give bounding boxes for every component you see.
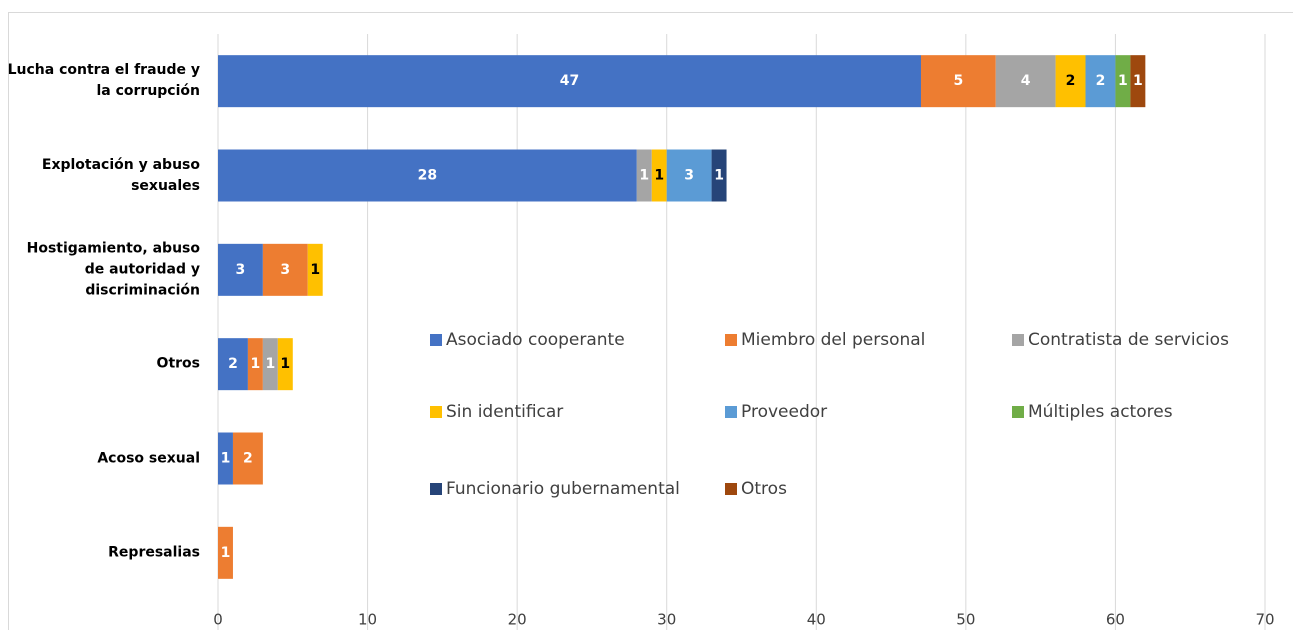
data-label: 1 <box>1133 73 1143 89</box>
data-label: 1 <box>251 356 261 372</box>
legend-label: Miembro del personal <box>741 330 925 350</box>
legend-label: Contratista de servicios <box>1028 330 1229 350</box>
legend-label: Funcionario gubernamental <box>446 479 680 499</box>
bar-segment <box>711 149 727 202</box>
bar-segment <box>666 149 712 202</box>
bar-segment <box>218 432 233 485</box>
bar-segment <box>920 55 996 108</box>
bar-segment <box>218 338 248 391</box>
data-label: 3 <box>236 262 246 278</box>
data-label: 5 <box>954 73 964 89</box>
x-tick-label: 30 <box>657 611 676 629</box>
data-label: 28 <box>418 168 437 184</box>
legend-swatch <box>725 334 737 346</box>
y-tick-label: Explotación y abuso sexuales <box>41 156 200 194</box>
legend-swatch <box>430 334 442 346</box>
bar-segment <box>995 55 1056 108</box>
data-label: 1 <box>654 168 664 184</box>
bar-segment <box>636 149 652 202</box>
bar-segment <box>218 243 263 296</box>
data-label: 1 <box>265 356 275 372</box>
data-label: 1 <box>310 262 320 278</box>
x-tick-label: 40 <box>807 611 826 629</box>
y-tick-label: Otros <box>156 355 200 372</box>
x-tick-label: 70 <box>1255 611 1274 629</box>
bar-segment <box>277 338 293 391</box>
bar-segment <box>218 55 921 108</box>
legend-swatch <box>725 483 737 495</box>
x-tick-label: 20 <box>508 611 527 629</box>
legend-swatch <box>1012 406 1024 418</box>
chart-frame <box>8 12 1293 630</box>
data-label: 2 <box>1096 73 1106 89</box>
x-tick-label: 50 <box>956 611 975 629</box>
bar-segment <box>651 149 667 202</box>
y-tick-label: Hostigamiento, abuso de autoridad y disc… <box>26 240 200 299</box>
x-tick-label: 0 <box>213 611 223 629</box>
legend-swatch <box>430 483 442 495</box>
legend-label: Múltiples actores <box>1028 402 1173 422</box>
data-label: 2 <box>228 356 238 372</box>
y-tick-label: Acoso sexual <box>97 450 200 466</box>
data-label: 1 <box>639 168 649 184</box>
legend-label: Sin identificar <box>446 402 563 422</box>
data-label: 1 <box>221 545 231 561</box>
data-label: 2 <box>243 451 253 467</box>
bar-segment <box>1130 55 1146 108</box>
x-tick-label: 60 <box>1106 611 1125 629</box>
legend-label: Otros <box>741 479 787 499</box>
data-label: 47 <box>560 73 579 89</box>
bar-segment <box>232 432 263 485</box>
legend-label: Proveedor <box>741 402 827 422</box>
bar-segment <box>1055 55 1086 108</box>
data-label: 1 <box>280 356 290 372</box>
y-tick-label: Represalias <box>108 544 200 561</box>
data-label: 1 <box>221 451 231 467</box>
data-label: 3 <box>280 262 290 278</box>
bar-segment <box>307 243 323 296</box>
legend-swatch <box>1012 334 1024 346</box>
data-label: 1 <box>714 168 724 184</box>
y-tick-label: Lucha contra el fraude y la corrupción <box>7 62 200 100</box>
data-label: 1 <box>1118 73 1128 89</box>
legend-swatch <box>430 406 442 418</box>
bar-segment <box>218 526 233 579</box>
data-label: 2 <box>1066 73 1076 89</box>
data-label: 4 <box>1021 73 1031 89</box>
x-tick-label: 10 <box>358 611 377 629</box>
bar-segment <box>262 243 308 296</box>
legend-label: Asociado cooperante <box>446 330 625 350</box>
bar-segment <box>262 338 278 391</box>
legend-swatch <box>725 406 737 418</box>
bar-segment <box>1085 55 1116 108</box>
bar-segment <box>247 338 263 391</box>
bar-segment <box>218 149 637 202</box>
bar-segment <box>1115 55 1131 108</box>
data-label: 3 <box>684 168 694 184</box>
